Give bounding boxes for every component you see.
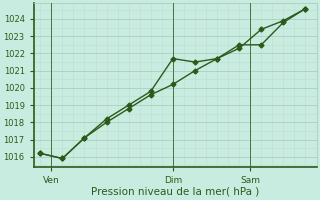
X-axis label: Pression niveau de la mer( hPa ): Pression niveau de la mer( hPa )	[91, 187, 259, 197]
